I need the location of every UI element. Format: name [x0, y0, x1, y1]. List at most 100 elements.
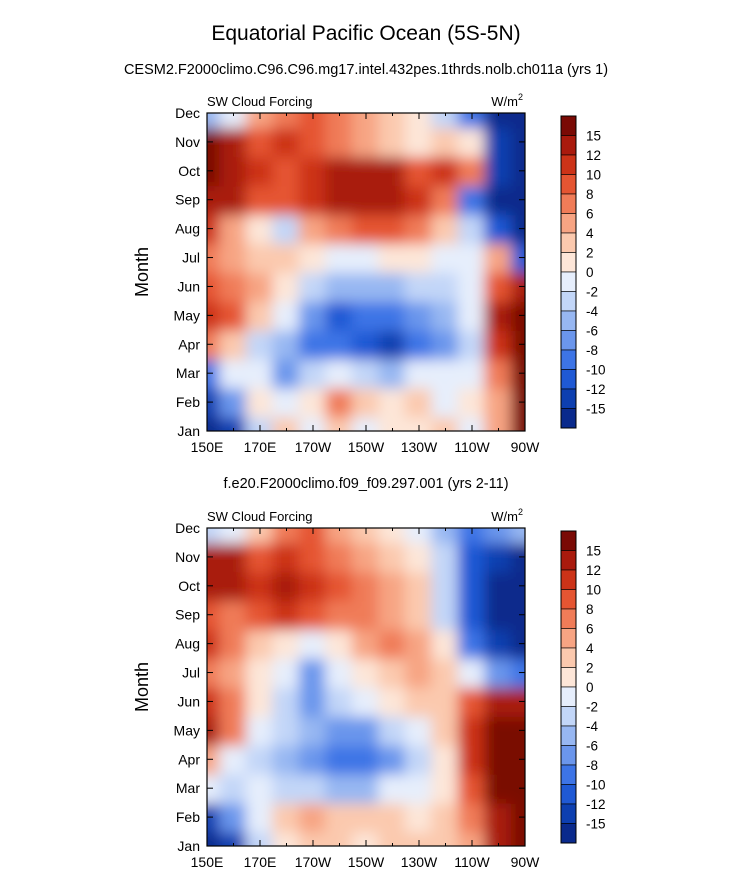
heatmap-cell [298, 830, 328, 846]
heatmap-cell [510, 155, 525, 187]
heatmap-cell [484, 213, 513, 245]
heatmap-cell [219, 714, 248, 746]
heatmap-cell [457, 271, 487, 302]
colorbar-label: 8 [586, 187, 594, 202]
heatmap-cell [378, 213, 407, 245]
colorbar-swatch [560, 271, 577, 292]
x-tick-label: 170E [244, 439, 277, 455]
heatmap-cell [484, 299, 513, 331]
chart-panel-1: Jan Feb Mar Apr May Jun Jul Aug Sep Oct Nov Dec 150E… [132, 92, 606, 455]
heatmap-cell [510, 357, 525, 389]
y-axis-label: Month [132, 662, 152, 712]
heatmap-cell [378, 528, 407, 544]
heatmap-cell [219, 528, 248, 544]
heatmap-cell [298, 415, 328, 431]
y-tick-label: Sep [175, 192, 200, 208]
heatmap-cell [245, 599, 275, 631]
heatmap-cell [378, 271, 407, 302]
heatmap-cell [431, 126, 460, 158]
heatmap-cell [272, 599, 301, 631]
heatmap-cell [484, 686, 513, 717]
heatmap-cell [245, 570, 275, 602]
colorbar-label: 2 [586, 661, 594, 676]
y-tick-label: Jan [177, 423, 200, 439]
heatmap-cell [431, 271, 460, 302]
colorbar-label: -4 [586, 719, 598, 734]
heatmap-cell [219, 657, 248, 688]
figure-title: Equatorial Pacific Ocean (5S-5N) [211, 22, 521, 45]
heatmap-cell [431, 328, 460, 360]
y-tick-label: Mar [176, 365, 200, 381]
heatmap-cell [325, 113, 354, 129]
heatmap-cell [272, 328, 301, 360]
heatmap-plot-area [207, 113, 525, 431]
heatmap-cell [404, 686, 434, 717]
x-tick-label: 110W [454, 439, 490, 455]
heatmap-cell [484, 113, 513, 129]
heatmap-cell [207, 657, 222, 688]
colorbar-label: -6 [586, 324, 598, 339]
y-tick-label: Jun [177, 693, 200, 709]
colorbar-swatch [560, 550, 577, 571]
colorbar-label: 4 [586, 641, 594, 656]
heatmap-cell [510, 772, 525, 804]
heatmap-cell [351, 686, 381, 717]
heatmap-cell [378, 772, 407, 804]
heatmap-cell [457, 714, 487, 746]
heatmap-cell [272, 743, 301, 775]
heatmap-cell [272, 528, 301, 544]
colorbar-swatch [560, 310, 577, 331]
colorbar-label: 10 [586, 583, 601, 598]
heatmap-cell [298, 328, 328, 360]
heatmap-cell [351, 541, 381, 573]
y-tick-label: Dec [175, 520, 200, 536]
heatmap-cell [298, 686, 328, 717]
heatmap-cell [484, 328, 513, 360]
heatmap-cell [510, 415, 525, 431]
heatmap-cell [298, 541, 328, 573]
heatmap-cell [219, 386, 248, 418]
colorbar-swatch [560, 823, 577, 844]
heatmap-cell [219, 801, 248, 833]
y-tick-label: Jul [182, 250, 200, 266]
heatmap-cell [325, 714, 354, 746]
heatmap-cell [484, 155, 513, 187]
heatmap-cell [457, 113, 487, 129]
heatmap-cell [325, 242, 354, 273]
heatmap-cell [207, 830, 222, 846]
heatmap-cell [245, 541, 275, 573]
x-tick-label: 90W [511, 439, 541, 455]
heatmap-cell [351, 242, 381, 273]
heatmap-cell [484, 743, 513, 775]
heatmap-plot-area [207, 528, 525, 846]
colorbar-label: 0 [586, 265, 594, 280]
heatmap-cell [325, 357, 354, 389]
heatmap-cell [298, 155, 328, 187]
colorbar-label: -12 [586, 797, 606, 812]
heatmap-cell [484, 415, 513, 431]
heatmap-cell [457, 686, 487, 717]
heatmap-cell [207, 570, 222, 602]
heatmap-cell [351, 830, 381, 846]
heatmap-cell [378, 541, 407, 573]
heatmap-cell [431, 801, 460, 833]
heatmap-cell [325, 271, 354, 302]
colorbar-swatch [560, 667, 577, 688]
heatmap-cell [351, 126, 381, 158]
heatmap-cell [484, 271, 513, 302]
heatmap-cell [404, 570, 434, 602]
colorbar-swatch [560, 569, 577, 590]
heatmap-cell [351, 299, 381, 331]
heatmap-cell [245, 299, 275, 331]
heatmap-cell [378, 801, 407, 833]
colorbar-label: 15 [586, 544, 601, 559]
colorbar-label: -15 [586, 817, 606, 832]
colorbar-label: 4 [586, 226, 594, 241]
heatmap-cell [325, 830, 354, 846]
heatmap-cell [272, 155, 301, 187]
heatmap-cell [510, 184, 525, 216]
heatmap-cell [325, 657, 354, 688]
heatmap-cell [404, 801, 434, 833]
heatmap-cell [378, 628, 407, 660]
heatmap-cell [484, 599, 513, 631]
